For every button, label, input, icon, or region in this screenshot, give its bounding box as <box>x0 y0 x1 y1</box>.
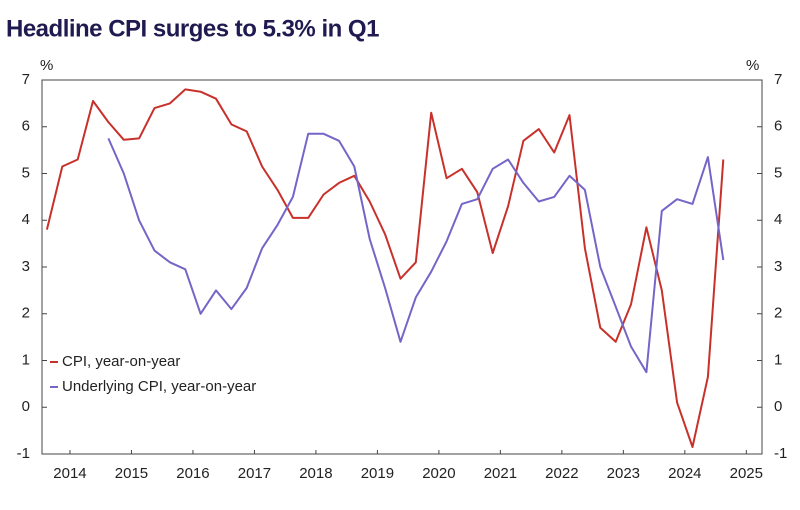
plot-frame <box>41 79 763 455</box>
y2-tick-label: -1 <box>774 445 787 462</box>
x-tick-label: 2019 <box>361 465 394 482</box>
y2-tick-label: 6 <box>774 118 782 135</box>
y-tick-label: -1 <box>17 445 30 462</box>
y2-tick-label: 5 <box>774 164 782 181</box>
y-tick-label: 7 <box>22 71 30 88</box>
y-tick-label: 6 <box>22 118 30 135</box>
y2-tick-label: 3 <box>774 258 782 275</box>
x-tick-label: 2022 <box>545 465 578 482</box>
y-tick-label: 3 <box>22 258 30 275</box>
x-tick-label: 2025 <box>730 465 763 482</box>
x-tick-label: 2016 <box>176 465 209 482</box>
x-tick-label: 2015 <box>115 465 148 482</box>
legend-label: CPI, year-on-year <box>62 353 180 370</box>
x-tick-label: 2017 <box>238 465 271 482</box>
legend-label: Underlying CPI, year-on-year <box>62 378 256 395</box>
series-line <box>45 88 725 448</box>
y-tick-label: 5 <box>22 164 30 181</box>
x-tick-label: 2024 <box>668 465 701 482</box>
y2-tick-label: 0 <box>774 398 782 415</box>
chart-title: Headline CPI surges to 5.3% in Q1 <box>6 15 379 42</box>
y-tick-label: 0 <box>22 398 30 415</box>
y-tick-label: 1 <box>22 351 30 368</box>
x-tick-label: 2023 <box>607 465 640 482</box>
series-line <box>107 132 725 374</box>
y-tick-label: 2 <box>22 305 30 322</box>
y-tick-label: 4 <box>22 211 30 228</box>
y2-tick-label: 1 <box>774 351 782 368</box>
y-unit: % <box>40 57 53 74</box>
x-tick-label: 2021 <box>484 465 517 482</box>
y2-tick-label: 4 <box>774 211 782 228</box>
y2-tick-label: 7 <box>774 71 782 88</box>
y2-unit: % <box>746 57 759 74</box>
x-tick-label: 2020 <box>422 465 455 482</box>
y2-tick-label: 2 <box>774 305 782 322</box>
x-tick-label: 2014 <box>53 465 86 482</box>
x-tick-label: 2018 <box>299 465 332 482</box>
